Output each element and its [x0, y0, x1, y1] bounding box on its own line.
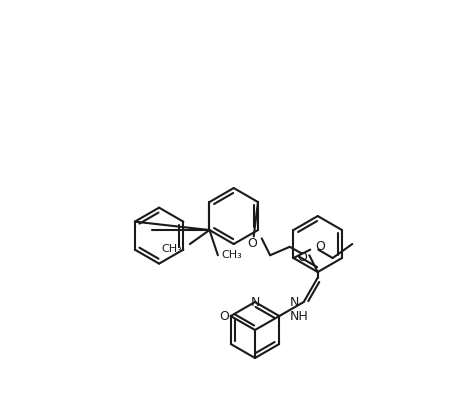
Text: CH₃: CH₃	[161, 244, 182, 254]
Text: N: N	[289, 295, 299, 308]
Text: CH₃: CH₃	[222, 250, 243, 260]
Text: O: O	[298, 251, 307, 264]
Text: O: O	[247, 237, 257, 250]
Text: N: N	[250, 295, 260, 308]
Text: O: O	[315, 240, 325, 253]
Text: NH: NH	[289, 310, 308, 322]
Text: O: O	[220, 310, 230, 322]
